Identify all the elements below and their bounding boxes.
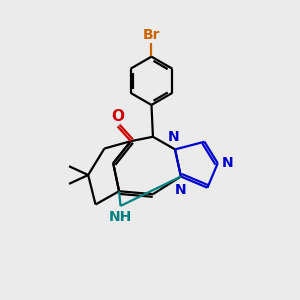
Text: N: N bbox=[175, 183, 186, 197]
Text: O: O bbox=[111, 109, 124, 124]
Text: NH: NH bbox=[109, 210, 132, 224]
Text: N: N bbox=[168, 130, 179, 144]
Text: Br: Br bbox=[143, 28, 160, 42]
Text: N: N bbox=[222, 156, 234, 170]
